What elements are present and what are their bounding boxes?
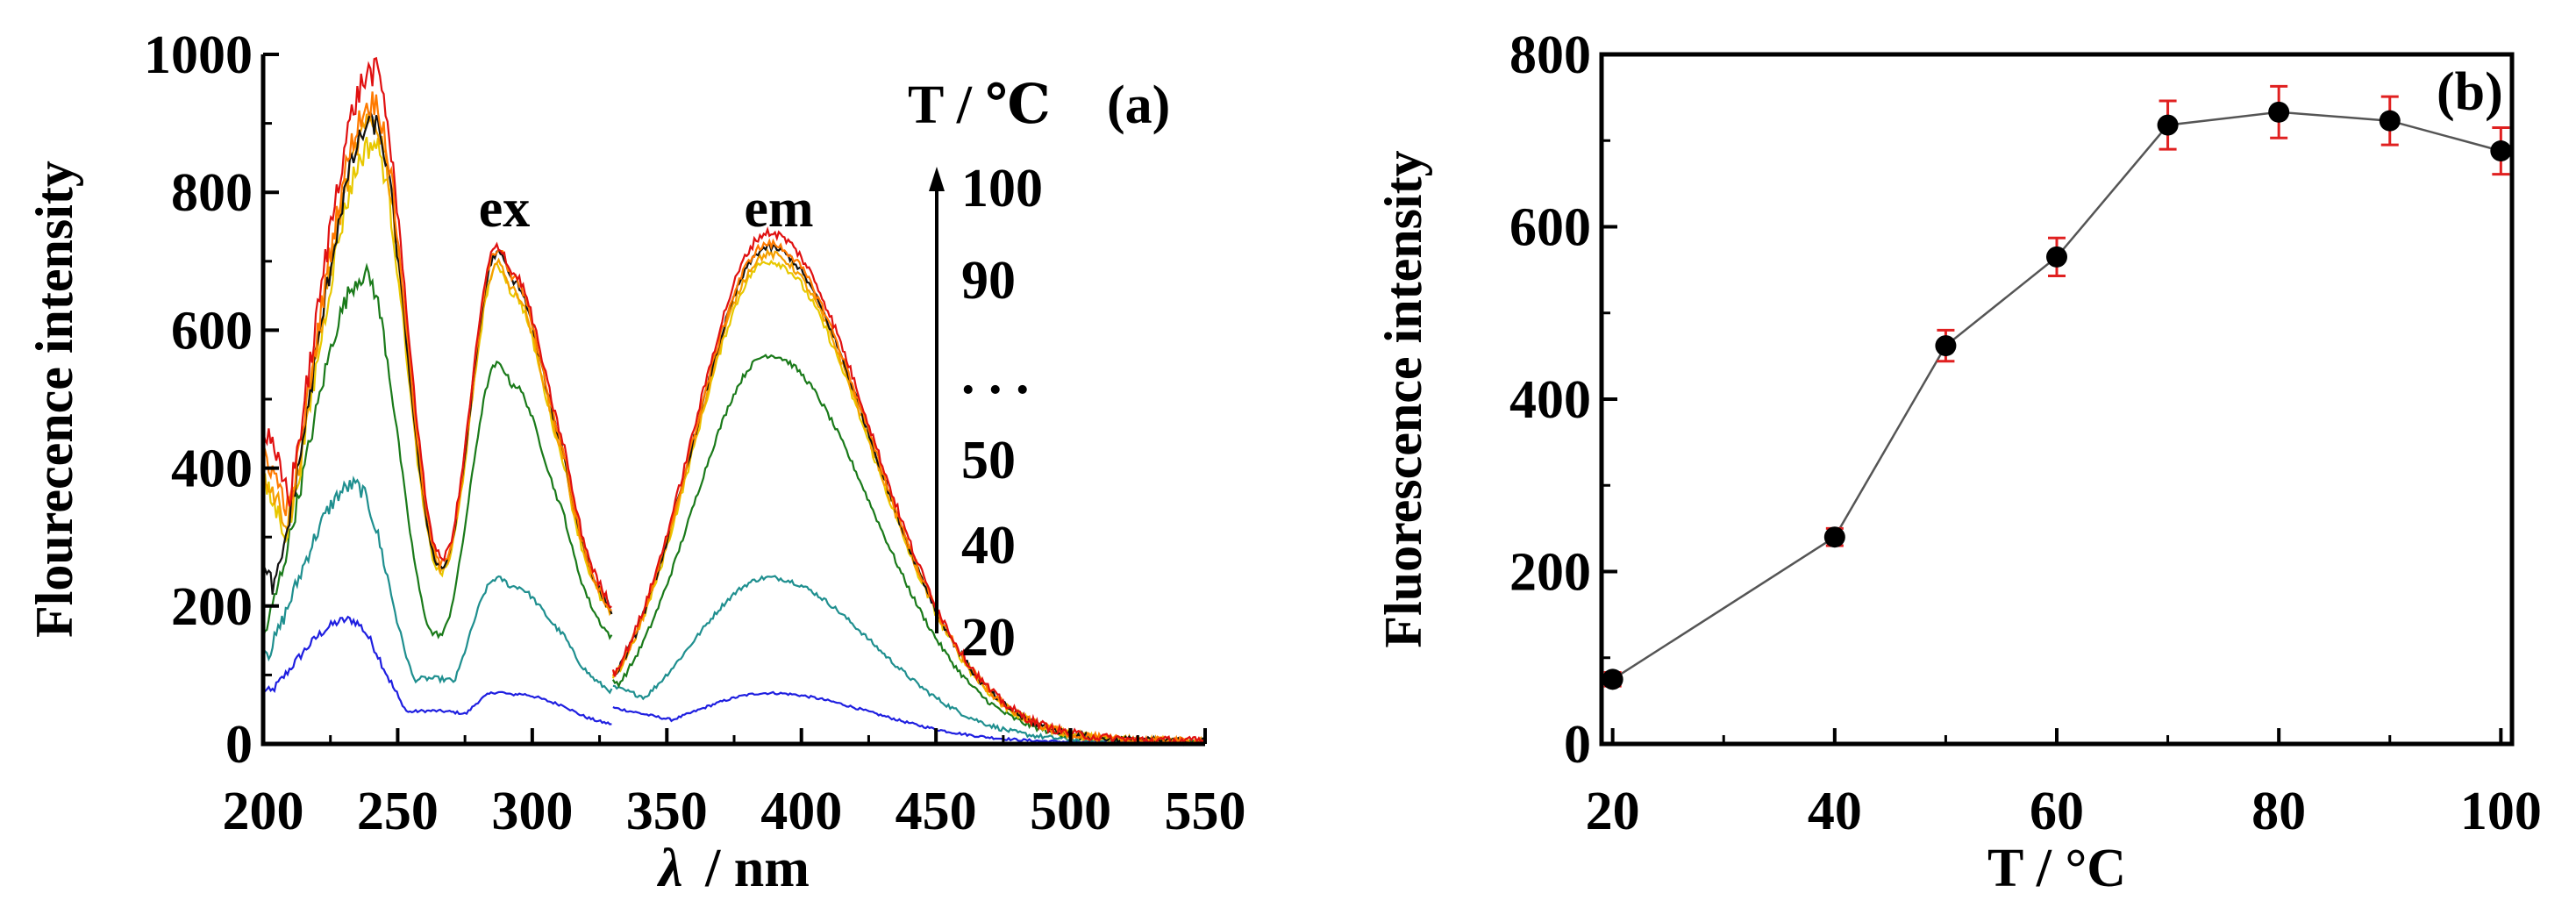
- panel-b-ytick-label: 0: [1564, 715, 1591, 775]
- panel-a-ytick-label: 400: [171, 440, 253, 499]
- panel-a-xlabel-symbol: λ: [656, 839, 683, 898]
- panel-a-xtick-label: 450: [896, 782, 977, 841]
- panel-a-xtick-label: 200: [223, 782, 304, 841]
- legend-arrow-head: [929, 167, 945, 191]
- excitation-curve: [262, 615, 612, 726]
- data-point-group: [1602, 668, 1623, 690]
- panel-b-xtick-label: 100: [2460, 782, 2542, 841]
- panel-b-xlabel: T / °C: [1987, 839, 2126, 898]
- panel-b-frame: [1599, 52, 2515, 747]
- legend-label-90: 90: [961, 251, 1016, 311]
- annotation-em: em: [744, 179, 813, 239]
- panel-b-ytick-label: 200: [1509, 543, 1591, 603]
- emission-curve: [612, 242, 1205, 746]
- panel-a-ylabel: Flourecence intensity: [25, 161, 83, 638]
- panel-a-xtick-label: 550: [1165, 782, 1246, 841]
- legend-label-ellipsis: . . .: [961, 346, 1030, 405]
- data-point-group: [2157, 99, 2179, 151]
- data-point: [1935, 335, 1957, 357]
- data-point: [2379, 110, 2401, 132]
- panel-b-ytick-label: 800: [1509, 25, 1591, 85]
- spectrum-series: [261, 136, 1205, 747]
- panel-a-curves: [261, 56, 1206, 747]
- panel-b-label: (b): [2437, 62, 2503, 122]
- trend-line: [1612, 111, 2501, 681]
- excitation-curve: [261, 475, 613, 695]
- panel-a-ytick-label: 1000: [144, 25, 253, 85]
- spectrum-series: [261, 475, 1206, 746]
- spectrum-series: [262, 615, 1205, 746]
- panel-b-ylabel: Fluorescence intensity: [1374, 150, 1432, 647]
- excitation-curve: [261, 136, 612, 615]
- data-point-group: [1823, 526, 1845, 548]
- emission-curve: [611, 238, 1206, 747]
- legend-label-100: 100: [961, 159, 1043, 218]
- data-point: [1823, 526, 1845, 548]
- panel-b-xtick-label: 40: [1808, 782, 1862, 841]
- panel-b-xtick-label: 60: [2030, 782, 2084, 841]
- data-point-group: [2490, 126, 2512, 176]
- data-point: [2268, 101, 2290, 123]
- panel-b-ticks: 20 40 60 80 100 0 200 400 600 800: [1509, 25, 2542, 841]
- data-point-group: [2379, 95, 2401, 147]
- data-point-group: [1935, 328, 1957, 363]
- data-point-group: [2046, 236, 2067, 278]
- excitation-curve: [261, 56, 612, 609]
- emission-curve: [611, 225, 1205, 746]
- emission-curve: [611, 259, 1205, 747]
- panel-a-xtick-label: 500: [1030, 782, 1111, 841]
- emission-curve: [612, 247, 1206, 747]
- panel-b-ytick-label: 400: [1509, 370, 1591, 430]
- panel-a-ytick-label: 0: [225, 715, 253, 775]
- panel-a-axes: [260, 54, 1205, 747]
- panel-a-ytick-label: 800: [171, 163, 253, 223]
- legend-label-50: 50: [961, 431, 1016, 490]
- panel-a-xtick-label: 250: [357, 782, 439, 841]
- panel-a-ticks: 200 250 300 350 400 450 500 550 0 200 400 600 800 100…: [144, 25, 1246, 841]
- panel-b-ytick-label: 600: [1509, 198, 1591, 258]
- legend-label-20: 20: [961, 608, 1016, 668]
- data-point: [2157, 114, 2179, 136]
- panel-a-xlabel-unit: / nm: [704, 839, 810, 898]
- panel-b-xtick-label: 20: [1586, 782, 1640, 841]
- emission-curve: [612, 575, 1206, 746]
- panel-a-label: (a): [1107, 75, 1170, 135]
- data-point: [2046, 246, 2067, 268]
- panel-b-xtick-label: 80: [2251, 782, 2306, 841]
- excitation-curve: [261, 262, 613, 640]
- spectrum-series: [261, 56, 1205, 746]
- legend-title: T / ℃: [908, 75, 1051, 135]
- panel-a-xtick-label: 300: [491, 782, 573, 841]
- panel-b: 20 40 60 80 100 0 200 400 600 800 Fluorescence in…: [1374, 25, 2542, 898]
- data-point: [2490, 140, 2512, 162]
- data-point-group: [2268, 84, 2290, 139]
- legend-label-40: 40: [961, 516, 1016, 575]
- data-point: [1602, 668, 1623, 690]
- panel-b-data: [1602, 84, 2512, 690]
- panel-a-xtick-label: 400: [760, 782, 842, 841]
- panel-a: 200 250 300 350 400 450 500 550 0 200 400 600 800 100…: [25, 25, 1246, 898]
- panel-a-ytick-label: 200: [171, 577, 253, 637]
- excitation-curve: [261, 91, 612, 611]
- panel-a-xtick-label: 350: [626, 782, 708, 841]
- panel-a-xlabel: λ / nm: [656, 839, 810, 898]
- panel-a-ytick-label: 600: [171, 301, 253, 361]
- annotation-ex: ex: [479, 179, 531, 239]
